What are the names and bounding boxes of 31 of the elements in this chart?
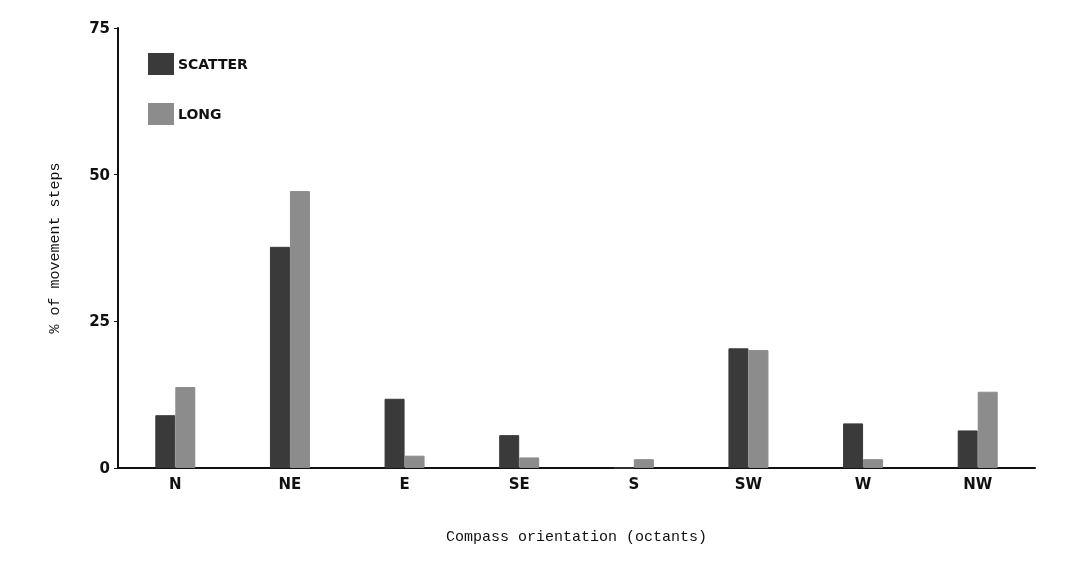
y-tick-label: 75 xyxy=(89,19,110,37)
bar xyxy=(499,435,520,468)
y-axis-title: % of movement steps xyxy=(47,162,64,334)
x-tick-label: SW xyxy=(734,474,763,493)
y-tick-label: 25 xyxy=(89,312,110,331)
legend-label: SCATTER xyxy=(178,56,249,72)
x-tick-label: S xyxy=(628,474,640,493)
x-tick-label: W xyxy=(854,474,872,493)
bar xyxy=(863,459,884,468)
bar xyxy=(289,191,310,468)
y-tick-label: 0 xyxy=(99,459,110,477)
x-tick-label: SE xyxy=(508,474,530,493)
legend-label: LONG xyxy=(178,106,222,122)
y-tick-label: 50 xyxy=(89,165,110,184)
bar xyxy=(404,455,425,468)
x-axis-title: Compass orientation (octants) xyxy=(445,529,708,546)
bar xyxy=(748,350,769,468)
bar xyxy=(633,459,654,468)
x-tick-label: NW xyxy=(963,474,993,493)
bar xyxy=(269,246,290,468)
bar xyxy=(728,348,749,468)
bar xyxy=(175,387,196,468)
x-tick-label: N xyxy=(169,474,182,493)
bar xyxy=(155,415,176,468)
bar xyxy=(384,398,405,468)
bar xyxy=(957,430,978,468)
bar xyxy=(843,423,864,468)
x-tick-label: E xyxy=(399,474,410,493)
x-tick-label: NE xyxy=(278,474,302,493)
bar xyxy=(519,457,540,468)
bar xyxy=(977,391,998,468)
